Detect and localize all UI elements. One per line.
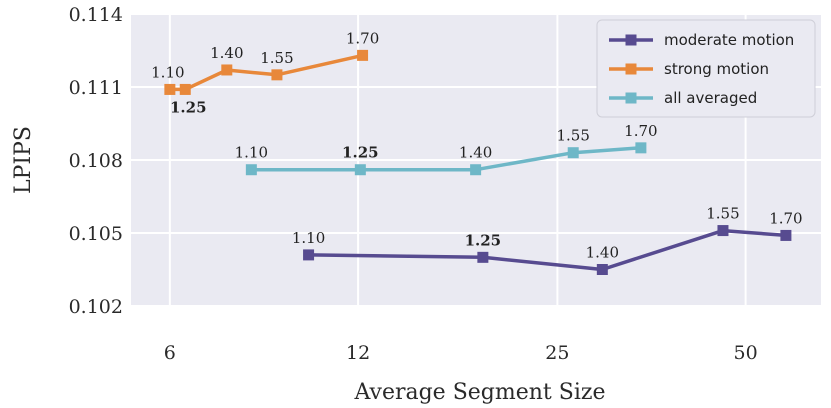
data-point bbox=[354, 164, 366, 176]
legend-swatch-marker bbox=[625, 34, 637, 46]
data-point bbox=[221, 64, 233, 76]
data-point bbox=[635, 142, 647, 154]
data-label: 1.25 bbox=[170, 98, 207, 116]
x-axis-title: Average Segment Size bbox=[354, 380, 606, 405]
legend-swatch-marker bbox=[625, 92, 637, 104]
data-point bbox=[179, 83, 191, 95]
legend-label: strong motion bbox=[664, 60, 769, 78]
data-point bbox=[470, 164, 482, 176]
data-label: 1.70 bbox=[346, 29, 379, 47]
y-axis: 0.102 0.105 0.108 0.111 0.114 bbox=[69, 4, 123, 318]
data-label: 1.25 bbox=[465, 231, 502, 249]
y-tick-label: 0.105 bbox=[69, 223, 123, 245]
data-label: 1.25 bbox=[342, 144, 379, 162]
x-axis: 6 12 25 50 bbox=[164, 342, 758, 364]
x-tick-label: 50 bbox=[734, 342, 758, 364]
data-label: 1.70 bbox=[624, 122, 657, 140]
x-tick-label: 25 bbox=[545, 342, 569, 364]
x-tick-label: 6 bbox=[164, 342, 176, 364]
data-point bbox=[164, 83, 176, 95]
x-tick-label: 12 bbox=[346, 342, 370, 364]
data-label: 1.55 bbox=[706, 205, 739, 223]
data-point bbox=[717, 225, 729, 237]
series-group: 1.10 1.25 1.40 1.55 1.70 1.10 1.25 1.40 1.55 1.70… bbox=[151, 29, 803, 275]
legend-box bbox=[596, 19, 816, 118]
y-tick-label: 0.108 bbox=[69, 150, 123, 172]
data-point bbox=[780, 229, 792, 241]
data-label: 1.55 bbox=[260, 49, 293, 67]
series-all-averaged: 1.10 1.25 1.40 1.55 1.70 bbox=[235, 122, 658, 176]
legend-label: all averaged bbox=[664, 89, 757, 107]
data-label: 1.10 bbox=[151, 63, 184, 81]
data-label: 1.40 bbox=[459, 144, 492, 162]
y-axis-title: LPIPS bbox=[11, 126, 36, 194]
data-point bbox=[303, 249, 315, 261]
y-tick-label: 0.102 bbox=[69, 296, 123, 318]
data-point bbox=[271, 69, 283, 81]
y-tick-label: 0.114 bbox=[69, 4, 123, 26]
data-label: 1.10 bbox=[292, 229, 325, 247]
data-label: 1.55 bbox=[557, 127, 590, 145]
y-tick-label: 0.111 bbox=[69, 77, 123, 99]
data-point bbox=[477, 251, 489, 263]
series-strong-motion: 1.10 1.25 1.40 1.55 1.70 bbox=[151, 29, 379, 116]
legend-swatch-marker bbox=[625, 63, 637, 75]
data-point bbox=[245, 164, 257, 176]
data-label: 1.40 bbox=[210, 44, 243, 62]
data-label: 1.10 bbox=[235, 144, 268, 162]
data-point bbox=[567, 147, 579, 159]
series-moderate-motion: 1.10 1.25 1.40 1.55 1.70 bbox=[292, 205, 803, 275]
data-label: 1.40 bbox=[586, 244, 619, 262]
data-label: 1.70 bbox=[769, 209, 802, 227]
legend: moderate motion strong motion all averaged bbox=[596, 19, 816, 118]
data-point bbox=[357, 49, 369, 61]
data-point bbox=[596, 264, 608, 275]
legend-label: moderate motion bbox=[664, 31, 794, 49]
